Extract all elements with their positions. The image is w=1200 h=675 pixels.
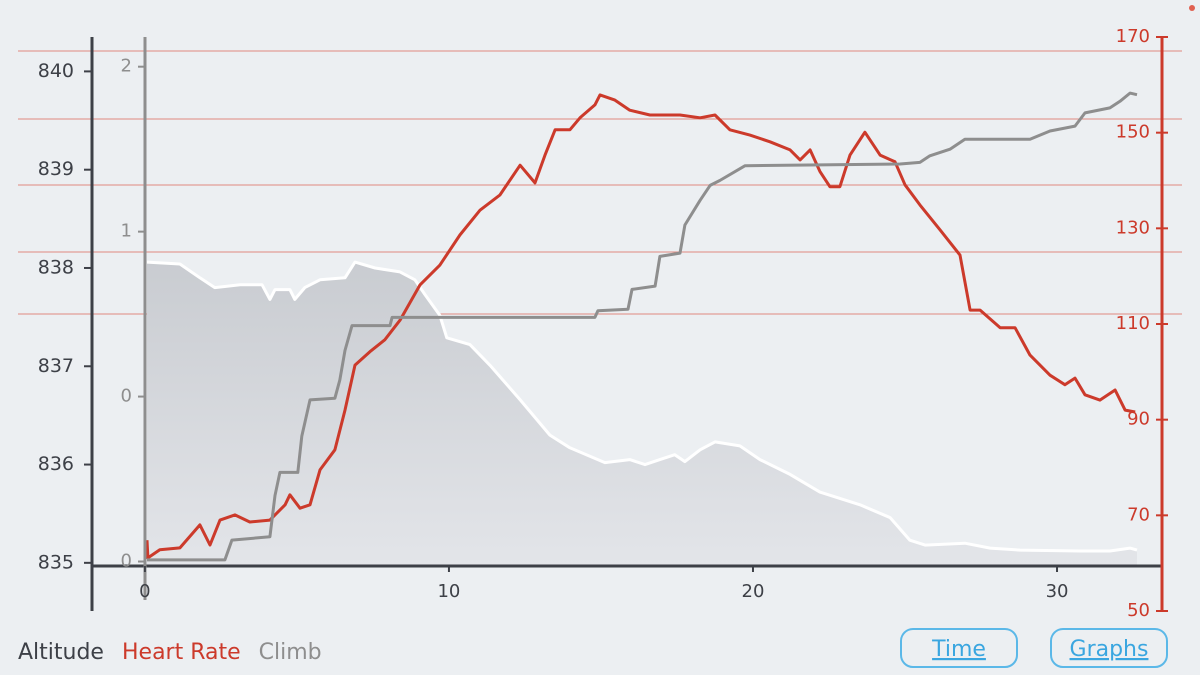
legend-entry: Climb [259, 640, 322, 665]
y3ticks-tick-label: 2 [121, 56, 132, 77]
series-line [147, 91, 1138, 562]
y3ticks-tick-label: 0 [121, 386, 132, 407]
legend-entry: Altitude [18, 640, 104, 665]
yticks-tick-label: 839 [38, 158, 74, 180]
yticks-tick-label: 835 [38, 551, 74, 573]
y2ticks-tick-label: 130 [1116, 217, 1150, 238]
series-line [146, 260, 1138, 553]
series-line [145, 93, 1136, 560]
graphs-button-label[interactable]: Graphs [1070, 637, 1149, 662]
x-tick-label: 10 [437, 581, 460, 602]
yticks-tick-label: 837 [38, 355, 74, 377]
time-button-label[interactable]: Time [931, 637, 986, 662]
y2ticks-tick-label: 170 [1116, 26, 1150, 47]
altitude-area [147, 262, 1137, 566]
y2ticks-tick-label: 150 [1116, 122, 1150, 143]
time-button[interactable] [900, 628, 1018, 668]
legend-entry: Heart Rate [122, 640, 241, 665]
y3ticks-tick-label: 0 [121, 551, 132, 572]
y2ticks-tick-label: 70 [1127, 504, 1150, 525]
yticks-tick-label: 838 [38, 256, 74, 278]
y2ticks-tick-label: 90 [1127, 409, 1150, 430]
yticks-tick-label: 840 [38, 60, 74, 82]
y2ticks-tick-label: 50 [1127, 600, 1150, 621]
y2ticks-tick-label: 110 [1116, 313, 1150, 334]
indicator [1189, 5, 1195, 11]
x-tick-label: 20 [742, 581, 765, 602]
x-tick-label: 0 [139, 581, 150, 602]
graphs-button[interactable] [1050, 628, 1168, 668]
y3ticks-tick-label: 1 [121, 221, 132, 242]
yticks-tick-label: 836 [38, 453, 74, 475]
x-tick-label: 30 [1046, 581, 1069, 602]
